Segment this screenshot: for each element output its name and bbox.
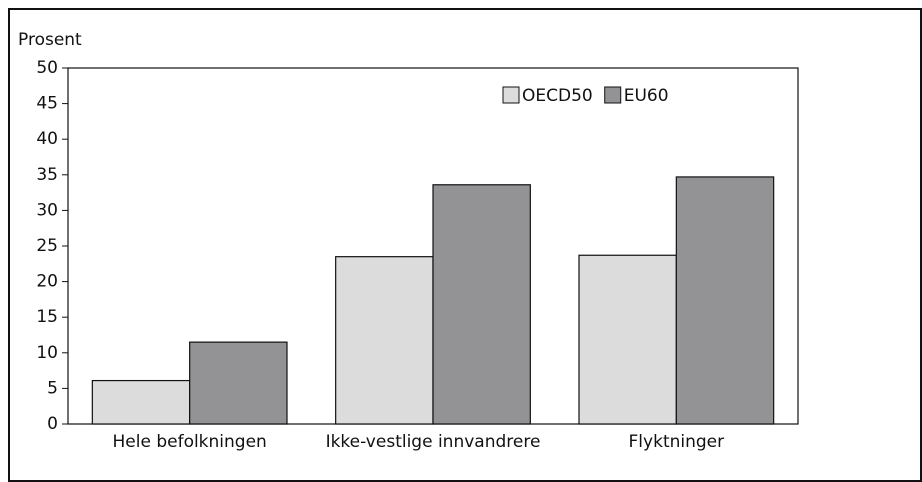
bar bbox=[189, 341, 288, 425]
bar bbox=[335, 256, 434, 425]
y-tick-label: 5 bbox=[47, 378, 58, 398]
bar bbox=[91, 379, 191, 425]
legend-swatch bbox=[604, 86, 622, 104]
legend-label: OECD50 bbox=[522, 86, 593, 106]
legend-label: EU60 bbox=[624, 86, 669, 106]
bar bbox=[432, 184, 531, 425]
y-tick-label: 20 bbox=[36, 272, 58, 292]
legend-swatch bbox=[502, 86, 520, 104]
y-tick-label: 35 bbox=[36, 165, 58, 185]
x-tick-label: Flyktninger bbox=[629, 432, 725, 452]
frame bbox=[8, 8, 922, 482]
x-tick-label: Ikke-vestlige innvandrere bbox=[326, 432, 541, 452]
y-tick-label: 10 bbox=[36, 343, 58, 363]
y-tick-label: 0 bbox=[47, 414, 58, 434]
y-tick-label: 45 bbox=[36, 94, 58, 114]
bar bbox=[578, 254, 677, 425]
y-tick-label: 50 bbox=[36, 58, 58, 78]
y-tick-label: 15 bbox=[36, 307, 58, 327]
bar bbox=[675, 176, 775, 425]
y-tick-label: 25 bbox=[36, 236, 58, 256]
y-tick-label: 40 bbox=[36, 129, 58, 149]
x-tick-label: Hele befolkningen bbox=[113, 432, 267, 452]
y-tick-label: 30 bbox=[36, 200, 58, 220]
y-axis-label: Prosent bbox=[18, 30, 82, 50]
